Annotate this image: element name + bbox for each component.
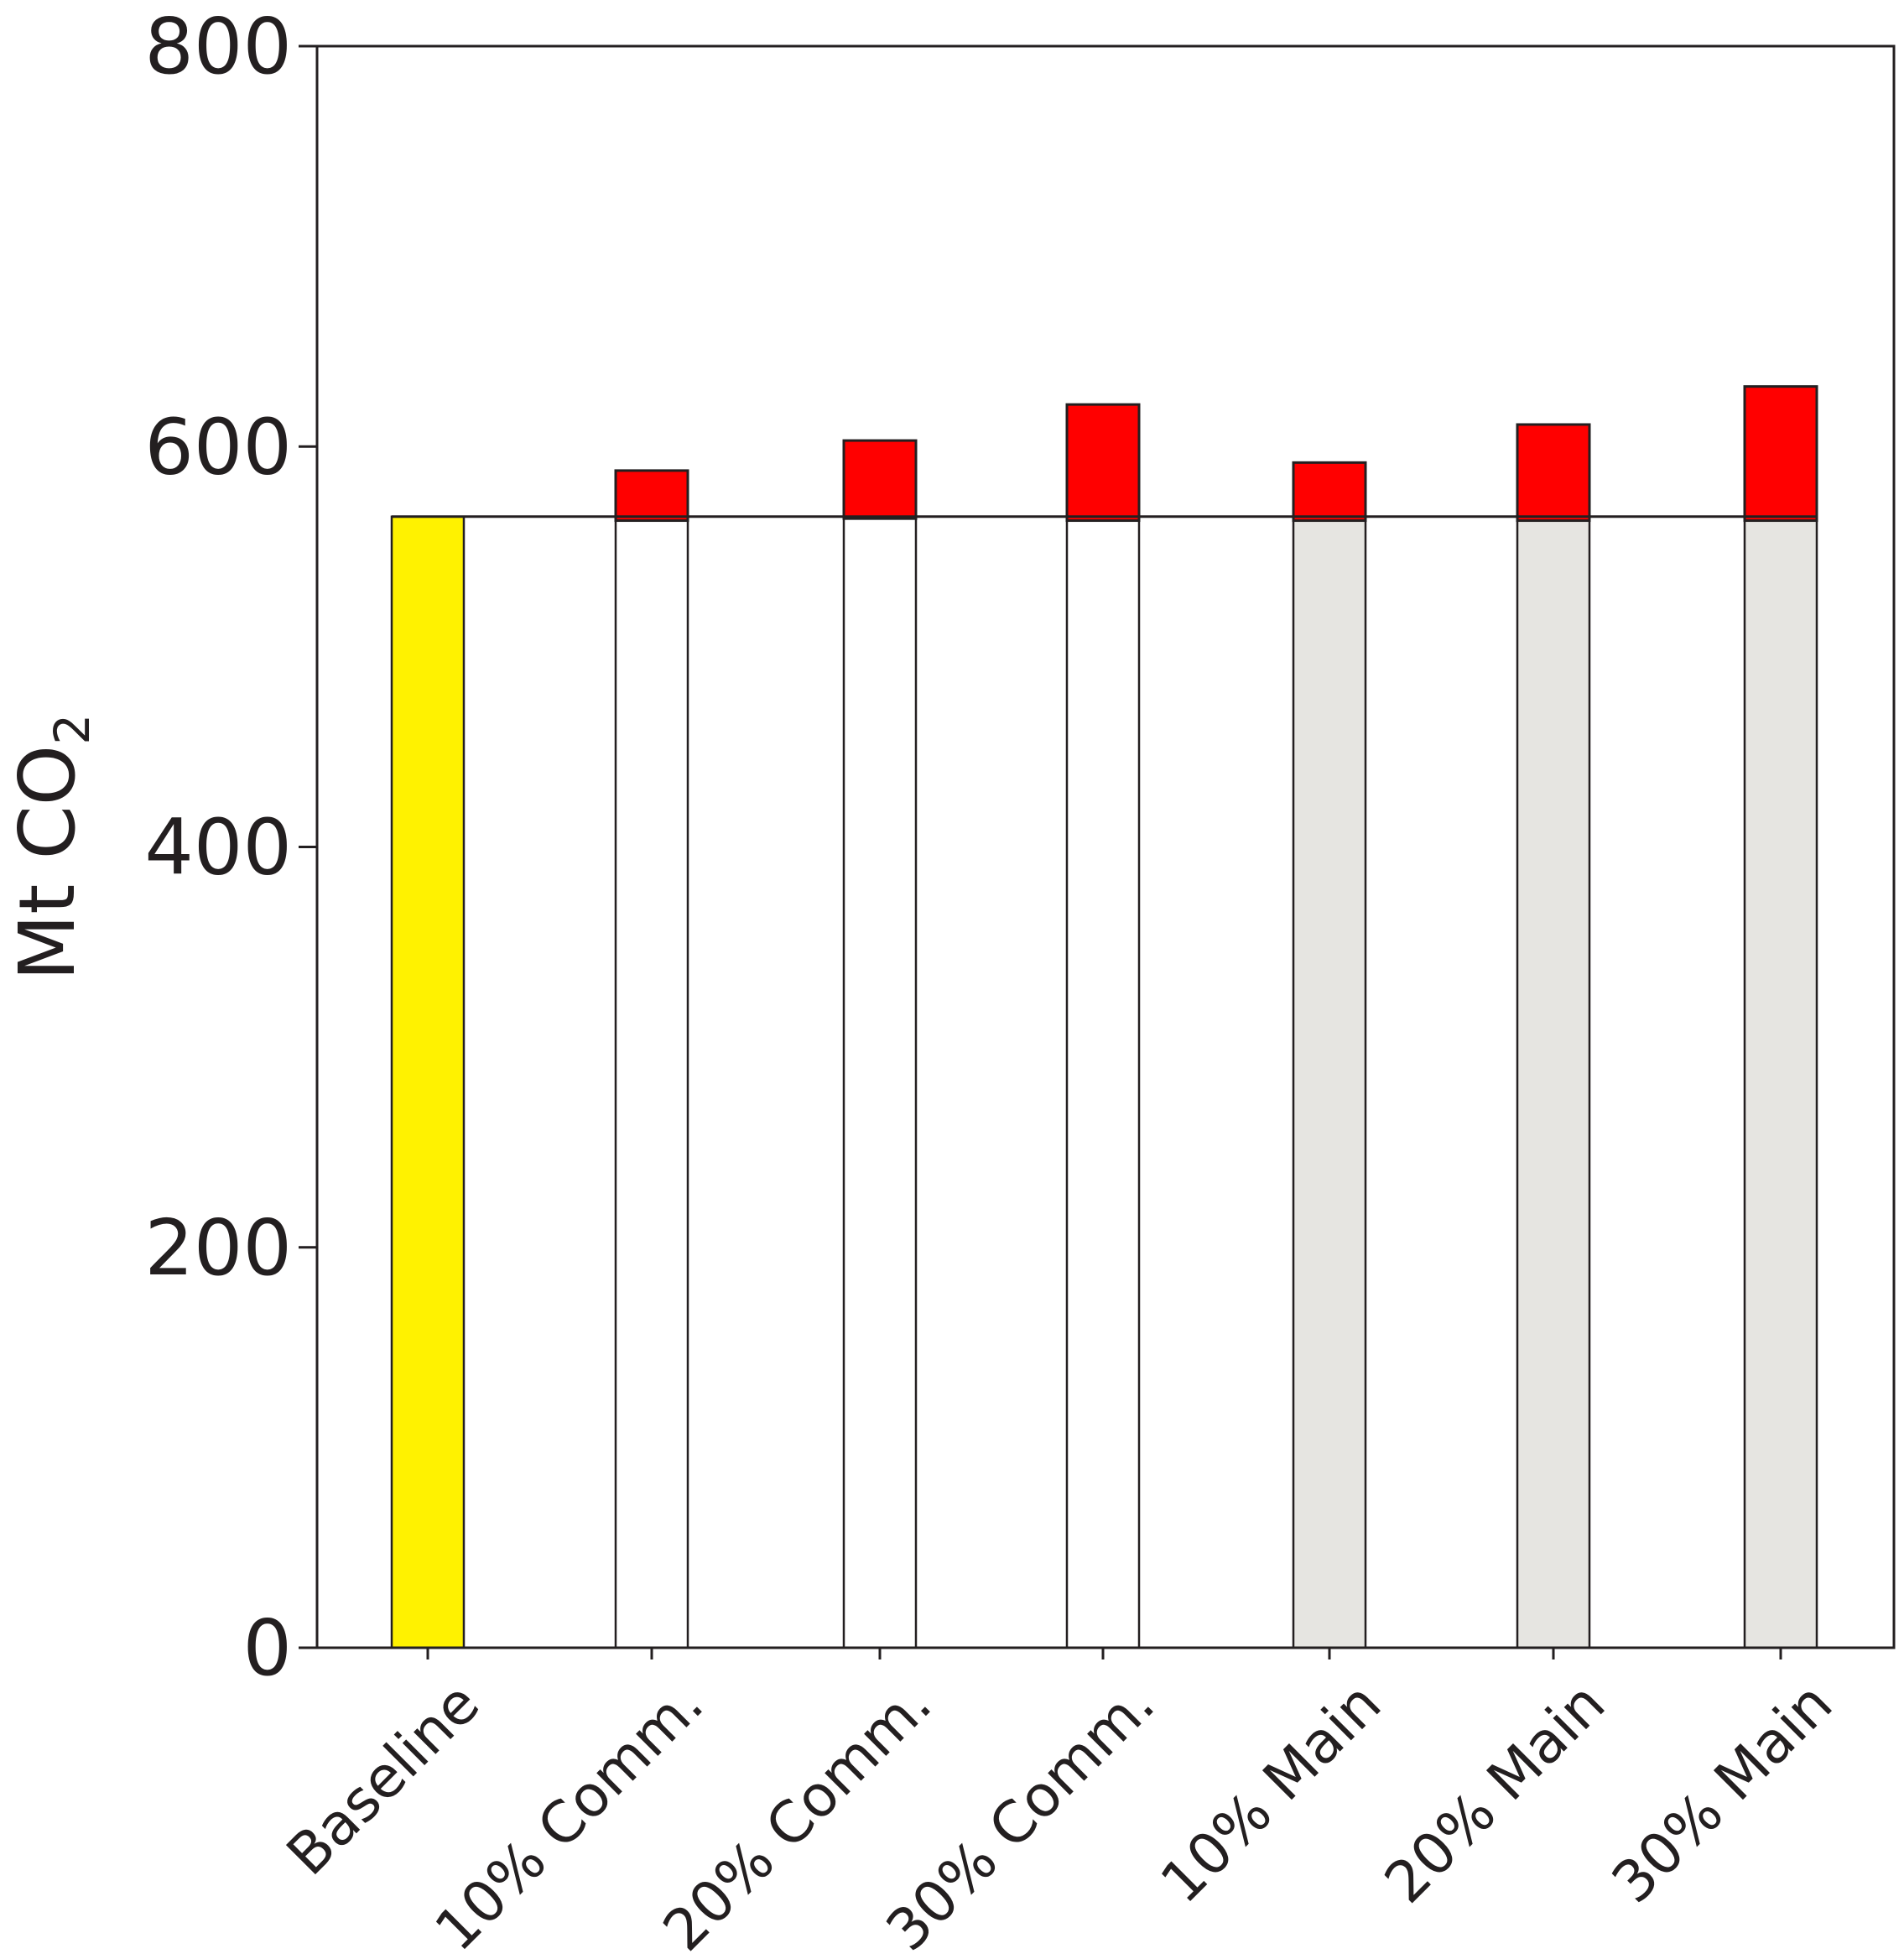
bar-base-1 [614, 519, 689, 1649]
x-category-label-4: 10% Main [1148, 1670, 1394, 1916]
y-tick-label-3: 600 [144, 402, 292, 492]
bars-group [390, 385, 1818, 1649]
y-tick-label-2: 400 [144, 803, 292, 893]
y-ticks-group: 0 200 400 600 800 [144, 2, 317, 1693]
y-axis-title: Mt CO2 [3, 714, 101, 981]
bar-base-5 [1516, 519, 1591, 1649]
x-category-label-5: 20% Main [1372, 1670, 1618, 1916]
x-category-label-6: 30% Main [1600, 1670, 1845, 1916]
y-axis-title-subscript: 2 [44, 714, 101, 745]
bar-increase-4 [1292, 461, 1367, 523]
bar-base-4 [1292, 519, 1367, 1649]
bar-increase-2 [842, 439, 918, 520]
bar-increase-6 [1743, 385, 1818, 523]
bar-increase-1 [614, 469, 689, 523]
bar-increase-3 [1065, 403, 1141, 523]
y-tick-label-1: 200 [144, 1203, 292, 1293]
y-tick-label-4: 800 [144, 2, 292, 91]
y-tick-label-0: 0 [242, 1603, 292, 1693]
y-axis-title-main: Mt CO [3, 745, 92, 981]
bar-base-3 [1065, 519, 1141, 1649]
bar-base-6 [1743, 519, 1818, 1649]
bar-increase-5 [1516, 423, 1591, 523]
x-category-label-0: Baseline [274, 1670, 492, 1889]
bar-base-2 [842, 517, 918, 1649]
bar-base-0 [390, 515, 466, 1649]
